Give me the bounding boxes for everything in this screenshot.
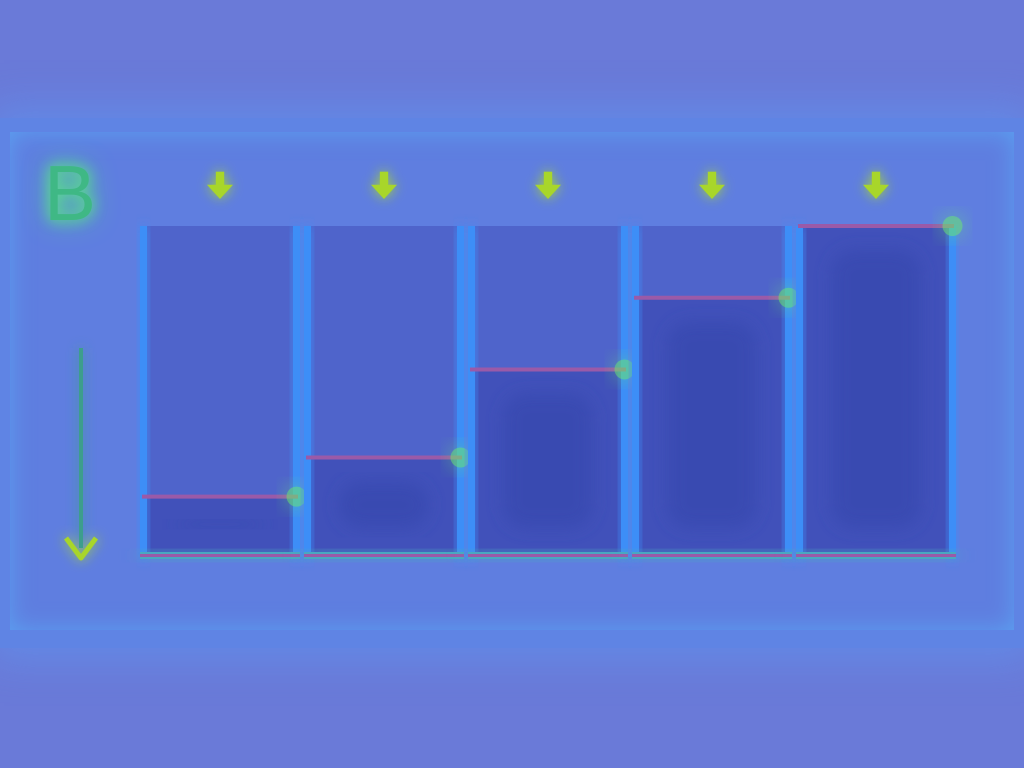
cell-fill-shade — [831, 250, 921, 528]
cell-2-arrow-icon-head — [371, 184, 397, 199]
cell-level-glow — [778, 287, 799, 308]
cell-wall-right — [621, 226, 628, 559]
cell-3 — [468, 226, 635, 559]
direction-arrow-head — [64, 536, 98, 561]
cell-5 — [796, 216, 963, 559]
cell-1-arrow-icon — [207, 171, 233, 199]
cell-4-arrow-icon-head — [699, 184, 725, 199]
cell-1 — [140, 226, 307, 559]
cell-fill-shade — [667, 321, 757, 528]
cell-2-arrow-icon — [371, 171, 397, 199]
cell-4 — [632, 226, 799, 559]
cell-5-arrow-icon — [863, 171, 889, 199]
cell-wall-left — [304, 226, 311, 559]
cell-2-arrow-icon-shaft — [379, 171, 389, 186]
cell-wall-left — [796, 226, 803, 559]
cell-5-arrow-icon-shaft — [871, 171, 881, 186]
cell-level-glow — [942, 216, 963, 236]
cell-wall-right — [457, 226, 464, 559]
panel-label: B — [44, 149, 97, 237]
cell-wall-right — [949, 226, 956, 559]
cell-level-glow — [614, 359, 635, 380]
cell-4-arrow-icon — [699, 171, 725, 199]
cell-fill-shade — [339, 481, 429, 528]
cell-1-arrow-icon-head — [207, 184, 233, 199]
cell-1-arrow-icon-shaft — [215, 171, 225, 186]
direction-arrow-icon — [64, 348, 98, 561]
cell-4-arrow-icon-shaft — [707, 171, 717, 186]
cell-wall-left — [632, 226, 639, 559]
cell-3-arrow-icon-shaft — [543, 171, 553, 186]
cell-fill-shade — [503, 393, 593, 528]
cell-level-glow — [286, 486, 307, 507]
cell-2 — [304, 226, 471, 559]
cell-wall-right — [785, 226, 792, 559]
cell-3-arrow-icon-head — [535, 184, 561, 199]
cell-wall-left — [140, 226, 147, 559]
cell-fill-shade — [175, 520, 265, 528]
cell-5-arrow-icon-head — [863, 184, 889, 199]
cell-wall-right — [293, 226, 300, 559]
cell-wall-left — [468, 226, 475, 559]
cell-level-glow — [450, 447, 471, 468]
cell-3-arrow-icon — [535, 171, 561, 199]
